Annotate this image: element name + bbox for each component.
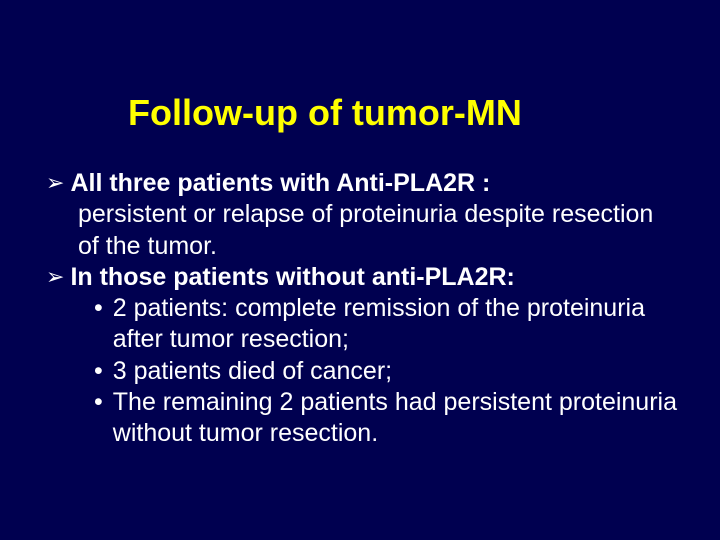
bullet-item: ➢ In those patients without anti-PLA2R: [46, 262, 680, 293]
arrow-icon: ➢ [46, 262, 64, 292]
bullet-heading: In those patients without anti-PLA2R: [70, 262, 514, 293]
bullet-item: ➢ All three patients with Anti-PLA2R : [46, 168, 680, 199]
slide-content: ➢ All three patients with Anti-PLA2R : p… [46, 168, 680, 449]
dot-icon: • [94, 356, 103, 387]
slide-title: Follow-up of tumor-MN [128, 92, 522, 134]
arrow-icon: ➢ [46, 168, 64, 198]
sub-bullet-item: • The remaining 2 patients had persisten… [94, 387, 680, 450]
sub-bullet-item: • 2 patients: complete remission of the … [94, 293, 680, 356]
sub-bullet-text: The remaining 2 patients had persistent … [113, 387, 680, 450]
bullet-body: persistent or relapse of proteinuria des… [78, 199, 680, 262]
sub-bullet-text: 3 patients died of cancer; [113, 356, 392, 387]
slide: Follow-up of tumor-MN ➢ All three patien… [0, 0, 720, 540]
dot-icon: • [94, 387, 103, 418]
bullet-heading: All three patients with Anti-PLA2R : [70, 168, 490, 199]
sub-bullet-text: 2 patients: complete remission of the pr… [113, 293, 680, 356]
dot-icon: • [94, 293, 103, 324]
sub-bullet-item: • 3 patients died of cancer; [94, 356, 680, 387]
